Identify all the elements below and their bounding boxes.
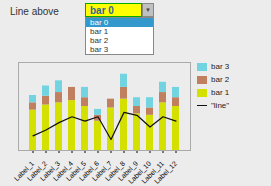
svg-text:Label_2: Label_2 — [25, 159, 49, 183]
html-text:bar 2: bar 2 — [211, 75, 230, 84]
svg-text:Label_4: Label_4 — [51, 159, 75, 183]
html-text:bar 0: bar 0 — [90, 5, 114, 16]
html-text:bar 1: bar 1 — [211, 88, 230, 97]
svg-text:Label_7: Label_7 — [90, 159, 114, 183]
svg-text:Label_12: Label_12 — [153, 160, 179, 184]
html-text:bar 2: bar 2 — [90, 36, 109, 45]
svg-text:Label_3: Label_3 — [38, 159, 62, 183]
html-text:bar 1: bar 1 — [90, 27, 109, 36]
html-text:bar 3: bar 3 — [90, 45, 109, 54]
html-text:bar 0: bar 0 — [90, 18, 109, 27]
svg-text:Label_1: Label_1 — [12, 159, 36, 183]
svg-text:Label_6: Label_6 — [77, 159, 101, 183]
html-text:"line": "line" — [211, 101, 230, 110]
svg-text:Label_5: Label_5 — [64, 159, 88, 183]
svg-text:Label_8: Label_8 — [103, 159, 127, 183]
html-text:Line above: Line above — [10, 6, 59, 17]
html-text:bar 3: bar 3 — [211, 62, 230, 71]
svg-text:Label_9: Label_9 — [116, 159, 140, 183]
